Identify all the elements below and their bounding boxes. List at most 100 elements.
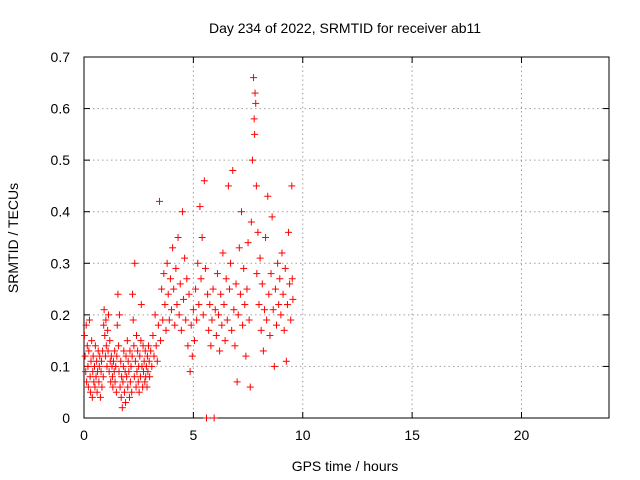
data-point: [223, 316, 231, 324]
x-tick-label: 5: [189, 427, 197, 443]
data-point: [133, 331, 140, 339]
plot-frame: [83, 56, 610, 419]
data-point: [134, 378, 142, 386]
data-point: [264, 192, 272, 200]
data-point: [114, 290, 122, 298]
data-point: [146, 373, 154, 381]
data-point: [125, 368, 133, 376]
data-point: [176, 280, 184, 288]
data-point: [279, 290, 287, 298]
data-point: [200, 177, 208, 185]
data-point: [83, 378, 91, 386]
data-point: [137, 301, 145, 309]
data-point: [216, 347, 224, 355]
data-point: [122, 352, 130, 360]
data-point: [197, 275, 205, 283]
data-point: [269, 306, 277, 314]
data-point: [251, 89, 259, 97]
data-point: [271, 285, 279, 293]
data-point: [204, 290, 212, 298]
x-tick-label: 20: [514, 427, 530, 443]
data-point: [95, 378, 103, 386]
data-point: [98, 383, 106, 391]
data-point: [185, 290, 193, 298]
data-point: [151, 311, 159, 319]
data-point: [91, 383, 99, 391]
data-point: [81, 352, 89, 360]
data-point: [109, 383, 117, 391]
data-point: [287, 316, 295, 324]
data-point: [239, 321, 247, 329]
data-point: [92, 373, 100, 381]
data-point: [188, 352, 196, 360]
data-point: [253, 270, 261, 278]
data-point: [100, 306, 108, 314]
data-point: [115, 311, 123, 319]
data-point: [184, 342, 192, 350]
data-point: [225, 285, 233, 293]
data-point: [124, 383, 132, 391]
data-point: [208, 316, 216, 324]
data-point: [131, 259, 139, 267]
data-point: [133, 368, 141, 376]
data-point: [161, 301, 169, 309]
data-point: [195, 301, 203, 309]
data-point: [252, 182, 260, 190]
data-point: [218, 321, 226, 329]
data-point: [143, 352, 151, 360]
data-point: [82, 321, 90, 329]
data-point: [224, 182, 232, 190]
data-point: [242, 352, 250, 360]
data-point: [143, 383, 151, 391]
data-point: [144, 368, 152, 376]
data-point: [116, 383, 124, 391]
data-point: [119, 378, 127, 386]
data-point: [245, 316, 253, 324]
data-point: [234, 311, 242, 319]
data-point: [97, 368, 105, 376]
data-point: [268, 213, 276, 221]
data-point: [169, 244, 177, 252]
data-point: [267, 270, 275, 278]
data-point: [206, 301, 214, 309]
data-point: [111, 347, 119, 355]
data-point: [96, 393, 104, 401]
y-tick-label: 0.6: [51, 101, 71, 117]
data-point: [99, 373, 107, 381]
data-point: [246, 383, 254, 391]
data-point: [183, 275, 191, 283]
data-point: [165, 316, 173, 324]
data-point: [152, 342, 160, 350]
data-point: [207, 342, 215, 350]
data-point: [135, 388, 143, 396]
data-point: [93, 388, 101, 396]
data-point: [250, 115, 258, 123]
data-point: [194, 259, 202, 267]
data-point: [88, 393, 96, 401]
data-point: [153, 357, 161, 365]
y-tick-label: 0.1: [51, 358, 71, 374]
data-point: [112, 388, 120, 396]
data-point: [120, 347, 128, 355]
data-point: [86, 373, 94, 381]
data-point: [243, 285, 251, 293]
y-axis-label: SRMTID / TECUs: [5, 183, 21, 293]
data-point: [205, 326, 213, 334]
data-point: [164, 290, 172, 298]
data-point: [95, 362, 103, 370]
data-point: [182, 316, 190, 324]
data-point: [157, 337, 165, 345]
data-point: [168, 306, 175, 314]
data-point: [235, 244, 243, 252]
data-point: [265, 290, 273, 298]
data-point: [186, 368, 194, 376]
data-point: [119, 362, 127, 370]
data-point: [189, 306, 197, 314]
data-point: [257, 326, 265, 334]
data-point: [280, 326, 288, 334]
data-point: [108, 373, 116, 381]
data-point: [117, 357, 125, 365]
data-point: [145, 342, 153, 350]
data-point: [250, 74, 258, 82]
